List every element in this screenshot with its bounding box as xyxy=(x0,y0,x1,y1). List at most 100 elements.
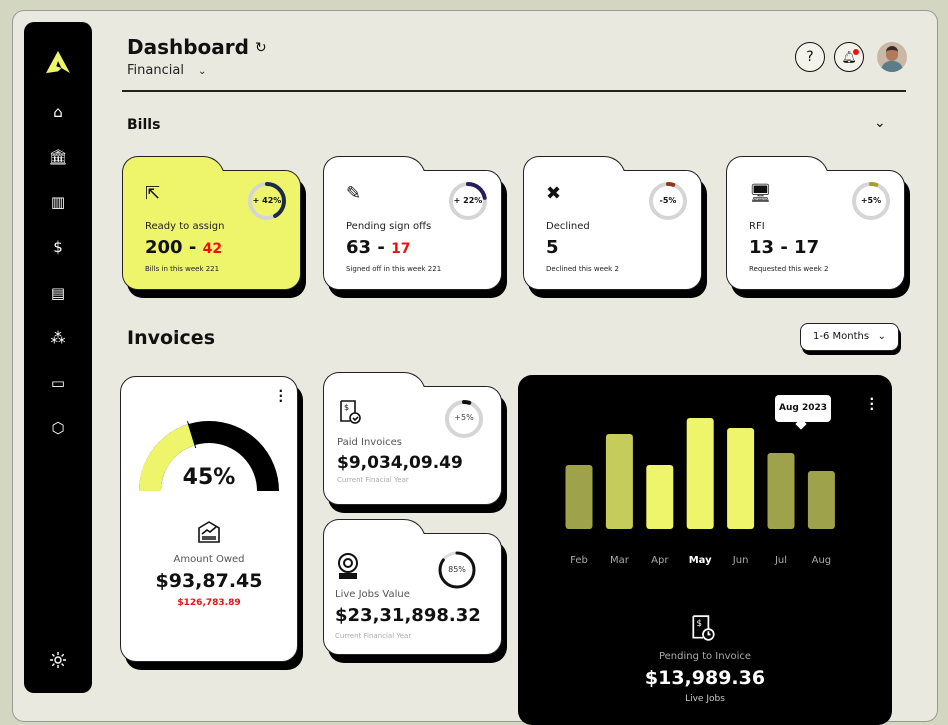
ring-progress xyxy=(649,182,687,220)
bill-value: 13 - 17 xyxy=(749,237,820,258)
receipt-clock-icon: $ xyxy=(690,614,716,646)
bill-note: Declined this week 2 xyxy=(546,265,619,273)
bill-note: Signed off in this week 221 xyxy=(346,265,442,273)
bill-badge: +5% xyxy=(860,196,882,205)
ring-progress xyxy=(438,551,476,589)
bill-badge: + 42% xyxy=(252,196,282,205)
bar-feb[interactable] xyxy=(565,465,593,529)
live-jobs-ring xyxy=(438,551,476,589)
page-title: Dashboard xyxy=(127,35,249,59)
bill-ring xyxy=(449,182,487,220)
chart-tooltip: Aug 2023 xyxy=(775,395,831,422)
gauge-marker xyxy=(187,421,197,449)
divider xyxy=(122,90,906,92)
gear-icon[interactable] xyxy=(46,648,70,672)
pending-invoice-label: Pending to Invoice xyxy=(658,651,752,662)
live-jobs-badge: 85% xyxy=(448,565,466,574)
bill-ring xyxy=(248,182,286,220)
sign-document-icon: ✎ xyxy=(346,183,362,204)
chevron-down-icon: ⌄ xyxy=(197,66,207,77)
ring-progress xyxy=(449,182,487,220)
user-avatar[interactable] xyxy=(877,42,907,72)
bill-accent-value: 42 xyxy=(202,241,223,257)
card-body xyxy=(324,387,501,504)
paid-invoices-card[interactable]: $ +5% Paid Invoices $9,034,09.49 Current… xyxy=(323,372,502,505)
bill-card[interactable]: 🖥︎ +5% RFI 13 - 17 Requested this week 2 xyxy=(726,156,905,290)
live-jobs-label: Live Jobs Value xyxy=(335,589,410,600)
report-icon[interactable]: ▥ xyxy=(50,193,66,211)
pending-invoice-value: $13,989.36 xyxy=(644,667,766,689)
paid-invoices-value: $9,034,09.49 xyxy=(337,453,463,473)
pending-invoice-note: Live Jobs xyxy=(685,694,725,704)
bar-jun[interactable] xyxy=(727,428,755,529)
bill-badge: + 22% xyxy=(453,196,483,205)
x-tick-label: Aug xyxy=(811,555,832,566)
play-icon[interactable]: ⬡ xyxy=(51,419,65,437)
bill-card[interactable]: ✎ + 22% Pending sign offs 63 - 17 Signed… xyxy=(323,156,502,290)
dashboard-type-label: Financial xyxy=(127,63,184,78)
bill-label: Declined xyxy=(546,221,590,232)
bill-label: Pending sign offs xyxy=(346,221,432,232)
paid-invoices-badge: +5% xyxy=(454,413,474,422)
bill-card[interactable]: ⇱ + 42% Ready to assign 200 - 42 Bills i… xyxy=(122,156,301,290)
live-jobs-card[interactable]: 85% Live Jobs Value $23,31,898.32 Curren… xyxy=(323,519,502,655)
dashboard-type-select[interactable]: Financial ⌄ xyxy=(127,63,206,78)
bar-mar[interactable] xyxy=(605,434,633,529)
bills-heading: Bills xyxy=(127,117,161,133)
date-range-dropdown[interactable]: 1-6 Months ⌄ xyxy=(800,323,899,351)
document-icon[interactable]: ▤ xyxy=(50,284,66,302)
receipt-clock-icon: $ xyxy=(338,399,362,429)
bar-aug[interactable] xyxy=(807,471,835,529)
x-tick-label: Mar xyxy=(609,555,629,566)
x-tick-label: Jun xyxy=(732,555,749,566)
live-broadcast-icon xyxy=(336,552,360,584)
analytics-icon[interactable]: ▭ xyxy=(50,374,66,392)
amount-owed-gauge xyxy=(139,421,279,492)
paid-invoices-label: Paid Invoices xyxy=(337,437,402,448)
declined-file-icon: ✖ xyxy=(546,183,562,204)
team-icon[interactable]: ⁂ xyxy=(50,329,66,347)
bill-accent-value: 17 xyxy=(391,241,411,257)
paid-invoices-note: Current Finacial Year xyxy=(337,476,409,484)
card-body xyxy=(727,171,904,289)
more-options-icon[interactable]: · · · xyxy=(278,384,283,408)
svg-text:$: $ xyxy=(697,619,702,629)
bill-label: Ready to assign xyxy=(145,221,225,232)
card-body xyxy=(324,534,501,654)
card-body xyxy=(324,171,501,289)
date-range-value: 1-6 Months xyxy=(813,331,870,342)
help-button[interactable]: ? xyxy=(795,42,825,72)
gauge-percent: 45% xyxy=(182,465,236,490)
bill-ring xyxy=(649,182,687,220)
dollar-exchange-icon[interactable]: $ xyxy=(53,238,63,256)
bar-jul[interactable] xyxy=(767,453,795,529)
card-body xyxy=(524,171,701,289)
bill-ring xyxy=(852,182,890,220)
refresh-icon[interactable]: ↻ xyxy=(255,40,267,56)
gauge-fill xyxy=(139,424,196,492)
notifications-button[interactable]: 🔔︎ xyxy=(834,42,864,72)
home-icon[interactable]: ⌂ xyxy=(53,103,63,121)
amount-owed-value: $93,87.45 xyxy=(155,570,263,592)
more-options-icon[interactable]: · · · xyxy=(869,392,874,416)
bill-badge: -5% xyxy=(659,196,677,205)
x-tick-label: May xyxy=(688,555,712,566)
notification-dot xyxy=(853,49,859,55)
bank-icon[interactable]: 🏛︎ xyxy=(48,148,68,166)
assign-icon: ⇱ xyxy=(145,183,161,204)
bar-apr[interactable] xyxy=(646,465,674,529)
ring-progress xyxy=(445,400,483,438)
ring-progress xyxy=(852,182,890,220)
svg-text:$: $ xyxy=(344,403,349,412)
bills-collapse-chevron-icon[interactable]: ⌄ xyxy=(874,115,886,131)
bill-card[interactable]: ✖ -5% Declined 5 Declined this week 2 xyxy=(523,156,702,290)
bar-may[interactable] xyxy=(686,418,714,529)
amount-owed-secondary: $126,783.89 xyxy=(177,598,241,608)
logo-icon[interactable] xyxy=(46,50,70,74)
sidebar: ⌂ 🏛︎ ▥ $ ▤ ⁂ ▭ ⬡ xyxy=(24,22,92,693)
live-jobs-note: Current Financial Year xyxy=(335,632,412,640)
chart-growth-icon xyxy=(197,520,221,548)
bill-value: 200 - xyxy=(145,237,203,258)
x-tick-label: Feb xyxy=(570,555,588,566)
